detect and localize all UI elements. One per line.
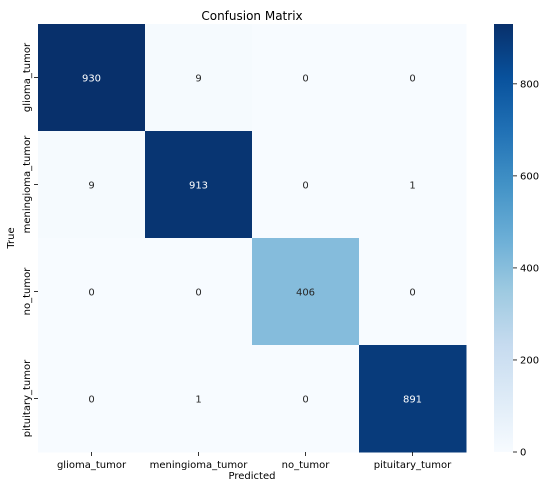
cell-value-label: 0 — [409, 74, 415, 85]
colorbar-tick-label: 600 — [520, 171, 539, 182]
y-tick-label: glioma_tumor — [22, 42, 33, 112]
heatmap-cell — [145, 24, 253, 132]
colorbar-tick-label: 800 — [520, 79, 539, 90]
cell-value-label: 9 — [195, 74, 201, 85]
heatmap-cell — [359, 238, 467, 346]
heatmap-cell — [252, 238, 360, 346]
heatmap-cell — [252, 345, 360, 453]
x-axis-label: Predicted — [229, 471, 276, 482]
cell-value-label: 0 — [302, 74, 308, 85]
x-axis-ticks: glioma_tumor meningioma_tumor no_tumor pitu… — [57, 452, 452, 471]
cell-value-label: 0 — [302, 181, 308, 192]
cell-annotations: 930 9 0 0 9 913 0 1 0 0 406 0 0 1 0 891 — [82, 74, 422, 406]
cell-value-label: 930 — [82, 74, 101, 85]
y-axis-ticks: glioma_tumor meningioma_tumor no_tumorpitu… — [22, 42, 38, 437]
cell-value-label: 406 — [296, 288, 315, 299]
cell-value-label: 9 — [88, 181, 94, 192]
cell-value-label: 891 — [403, 395, 422, 406]
x-tick-label: glioma_tumor — [57, 460, 127, 471]
colorbar — [494, 24, 513, 452]
cell-value-label: 0 — [88, 395, 94, 406]
heatmap-cell — [38, 238, 146, 346]
heatmap-cell — [145, 131, 253, 239]
heatmap-cell — [38, 131, 146, 239]
cell-value-label: 913 — [189, 181, 208, 192]
heatmap-cell — [38, 345, 146, 453]
heatmap-cell — [252, 24, 360, 132]
colorbar-ticks: 0 200 400 600 800 — [513, 79, 539, 459]
heatmap-cells — [38, 24, 467, 453]
heatmap-cell — [359, 345, 467, 453]
cell-value-label: 0 — [88, 288, 94, 299]
heatmap-cell — [38, 24, 146, 132]
heatmap-cell — [359, 24, 467, 132]
x-tick-label: pituitary_tumor — [374, 460, 452, 471]
chart-title: Confusion Matrix — [201, 9, 302, 23]
heatmap-cell — [145, 345, 253, 453]
y-tick-label: meningioma_tumor — [22, 135, 33, 234]
cell-value-label: 0 — [409, 288, 415, 299]
cell-value-label: 1 — [409, 181, 415, 192]
y-tick-label: pituitary_tumor — [22, 359, 33, 437]
y-axis-label: True — [6, 227, 17, 249]
x-tick-label: no_tumor — [282, 460, 331, 471]
cell-value-label: 0 — [302, 395, 308, 406]
colorbar-tick-label: 200 — [520, 355, 539, 366]
colorbar-tick-label: 400 — [520, 263, 539, 274]
y-tick-label: no_tumor — [22, 267, 33, 316]
heatmap-cell — [359, 131, 467, 239]
cell-value-label: 0 — [195, 288, 201, 299]
heatmap-cell — [145, 238, 253, 346]
x-tick-label: meningioma_tumor — [150, 460, 249, 471]
heatmap-cell — [252, 131, 360, 239]
cell-value-label: 1 — [195, 395, 201, 406]
colorbar-tick-label: 0 — [520, 448, 526, 459]
